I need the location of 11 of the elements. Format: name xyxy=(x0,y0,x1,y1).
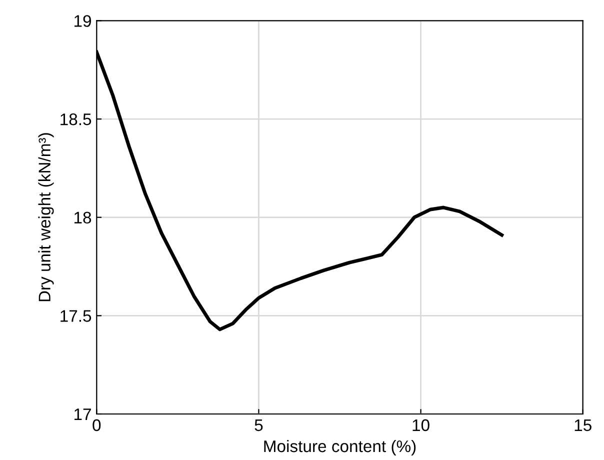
y-tick-label: 18.5 xyxy=(60,113,92,126)
x-tick-label: 5 xyxy=(254,419,263,432)
y-tick-label: 17 xyxy=(74,408,91,420)
x-tick-label: 10 xyxy=(412,419,430,432)
x-tick-label: 0 xyxy=(92,419,101,432)
x-tick-label: 15 xyxy=(574,419,592,432)
y-tick-label: 17.5 xyxy=(60,310,92,322)
x-axis-title: Moisture content (%) xyxy=(264,440,416,456)
y-tick-label: 19 xyxy=(74,15,91,27)
y-axis-title: Dry unit weight (kN/m³) xyxy=(38,133,54,302)
y-tick-label: 18 xyxy=(74,212,92,224)
